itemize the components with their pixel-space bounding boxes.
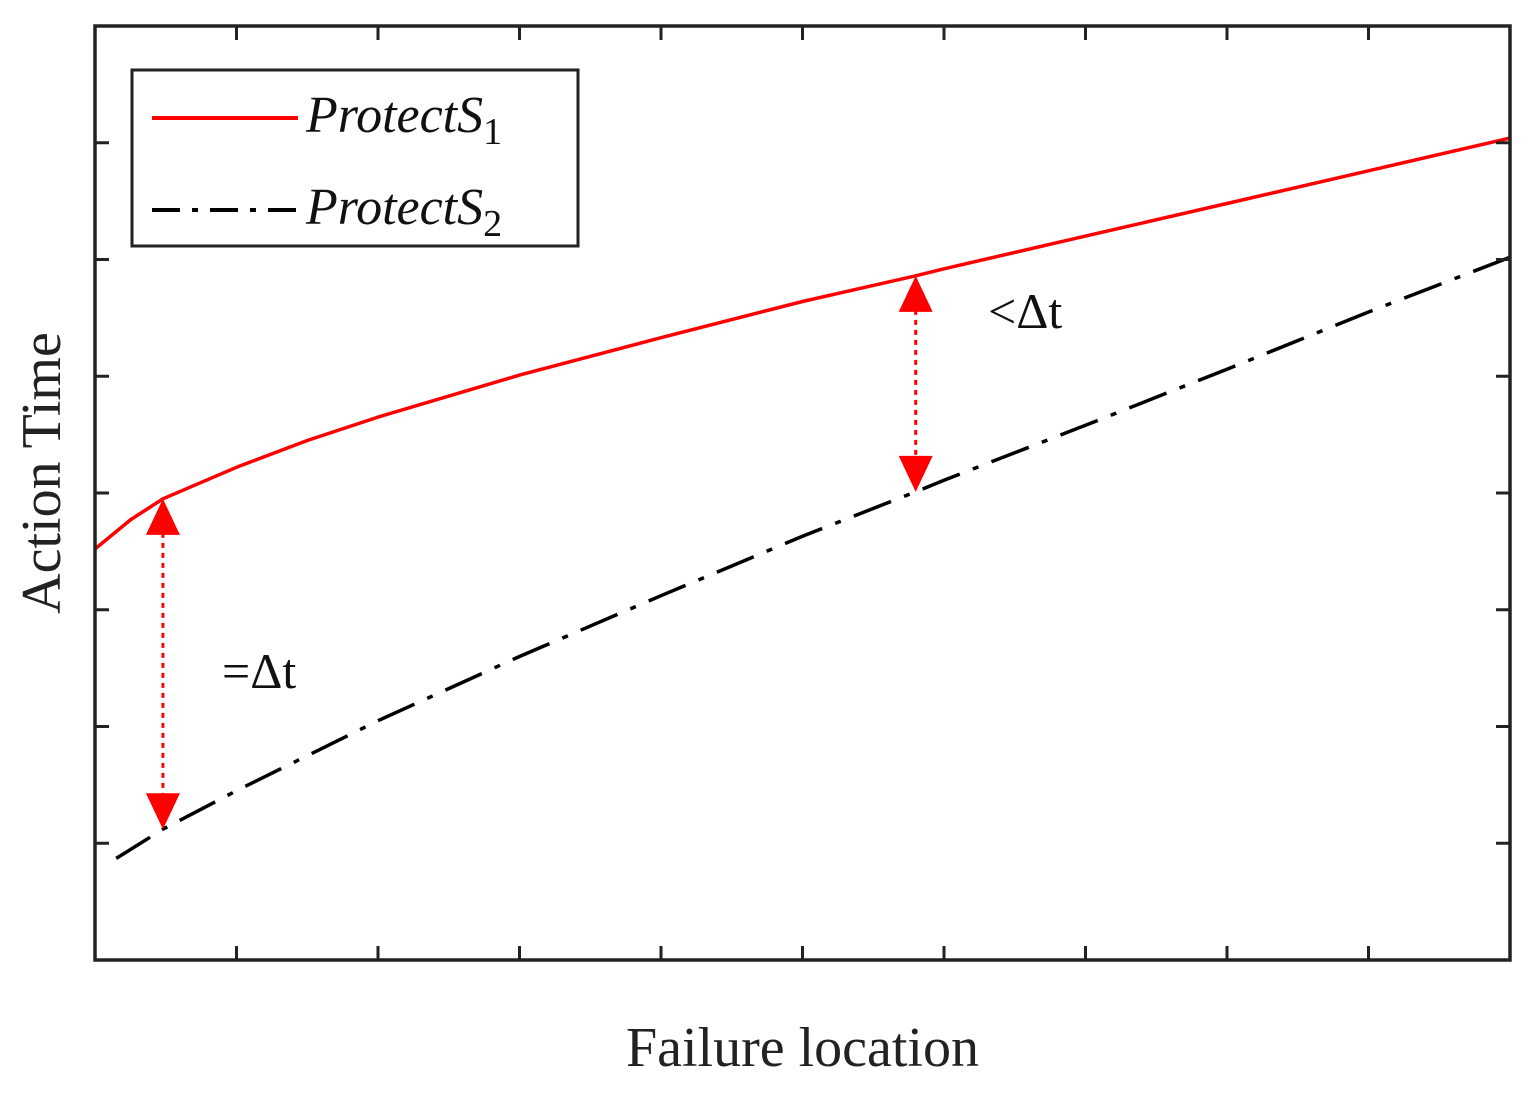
annotation-arrowhead-down [898, 455, 933, 492]
x-axis-title: Failure location [626, 1017, 979, 1079]
legend-label-subscript: 1 [483, 111, 502, 153]
legend: ProtectS1 ProtectS2 [130, 68, 580, 248]
series-line-protect-s2 [115, 255, 1511, 860]
annotation-equal-delta-t: =Δt [222, 643, 296, 699]
tick-marks [95, 26, 1510, 960]
annotation-arrowhead-down [145, 793, 180, 830]
legend-label-subscript: 2 [483, 203, 502, 245]
legend-label-base: Protect [305, 87, 459, 144]
annotation-less-delta-t: <Δt [988, 283, 1062, 339]
legend-box [130, 68, 580, 248]
legend-label-protect-s1: ProtectS1 [305, 87, 502, 153]
annotation-layer [145, 275, 933, 830]
annotation-arrowhead-up [898, 275, 933, 312]
legend-label-protect-s2: ProtectS2 [305, 179, 502, 245]
legend-label-base: Protect [305, 179, 459, 236]
series-line-protect-s1 [93, 136, 1511, 551]
series-layer [93, 136, 1511, 860]
legend-label-var: S [457, 179, 483, 236]
annotation-arrowhead-up [145, 498, 180, 535]
legend-label-var: S [457, 87, 483, 144]
y-axis-title: Action Time [11, 332, 73, 614]
